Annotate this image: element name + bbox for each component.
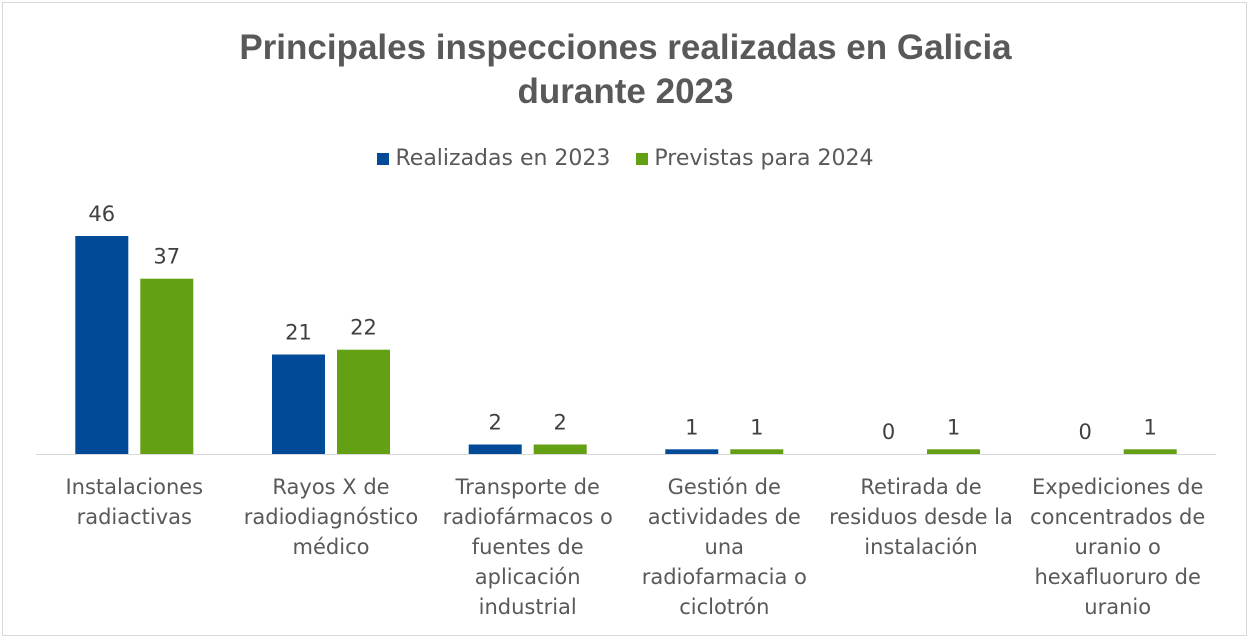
category-label-4-line-1: residuos desde la	[829, 505, 1013, 529]
bar-previstas-4	[927, 449, 980, 454]
category-label-3: Gestión de actividades de una radiofarmacia…	[626, 472, 822, 622]
category-label-3-line-0: Gestión de	[667, 475, 781, 499]
data-label-previstas-2: 2	[554, 411, 567, 435]
legend-swatch-realizadas	[377, 152, 390, 165]
data-label-realizadas-4: 0	[882, 420, 895, 444]
data-label-previstas-1: 22	[350, 316, 377, 340]
data-label-previstas-5: 1	[1144, 415, 1157, 439]
bar-realizadas-1	[272, 354, 325, 454]
category-label-3-line-2: una	[704, 535, 745, 559]
data-label-realizadas-2: 2	[489, 411, 502, 435]
category-label-5-line-3: hexafluoruro de	[1034, 565, 1201, 589]
data-label-realizadas-5: 0	[1079, 420, 1092, 444]
category-label-4-line-2: instalación	[864, 535, 978, 559]
legend-item-previstas: Previstas para 2024	[636, 146, 874, 171]
category-label-0: Instalaciones radiactivas	[36, 472, 232, 532]
category-label-5-line-1: concentrados de	[1030, 505, 1206, 529]
category-label-0-line-1: radiactivas	[76, 505, 192, 529]
chart-title: Principales inspecciones realizadas en G…	[0, 26, 1251, 114]
bar-previstas-2	[533, 444, 587, 454]
category-label-1-line-2: médico	[292, 535, 370, 559]
data-label-realizadas-0: 46	[88, 202, 115, 226]
bar-previstas-1	[337, 349, 390, 454]
category-label-5: Expediciones de concentrados de uranio o he…	[1020, 472, 1216, 622]
category-label-3-line-3: radiofarmacia o	[641, 565, 807, 589]
chart-title-line-1: Principales inspecciones realizadas en G…	[239, 28, 1012, 67]
data-label-previstas-4: 1	[947, 415, 960, 439]
chart-title-line-2: durante 2023	[517, 72, 734, 111]
category-label-2-line-4: industrial	[478, 595, 577, 619]
chart-legend: Realizadas en 2023 Previstas para 2024	[0, 146, 1251, 171]
data-label-realizadas-3: 1	[685, 415, 698, 439]
legend-swatch-previstas	[636, 152, 649, 165]
bar-previstas-3	[730, 449, 784, 454]
bar-realizadas-0	[75, 236, 129, 454]
category-label-4-line-0: Retirada de	[860, 475, 982, 499]
category-label-5-line-0: Expediciones de	[1031, 475, 1204, 499]
bar-previstas-5	[1123, 449, 1177, 454]
category-label-1-line-1: radiodiagnóstico	[243, 505, 419, 529]
legend-label-previstas: Previstas para 2024	[654, 146, 874, 171]
category-label-3-line-1: actividades de	[647, 505, 801, 529]
category-label-2-line-2: fuentes de	[471, 535, 584, 559]
category-label-0-line-0: Instalaciones	[65, 475, 204, 499]
bar-realizadas-2	[468, 444, 522, 454]
category-label-2-line-1: radiofármacos o	[442, 505, 613, 529]
data-label-realizadas-1: 21	[285, 321, 312, 345]
category-label-3-line-4: ciclotrón	[679, 595, 770, 619]
category-label-4: Retirada de residuos desde la instalación	[823, 472, 1019, 562]
category-label-2-line-0: Transporte de	[455, 475, 600, 499]
category-label-5-line-4: uranio	[1084, 595, 1152, 619]
legend-label-realizadas: Realizadas en 2023	[395, 146, 611, 171]
category-label-5-line-2: uranio o	[1074, 535, 1161, 559]
bar-previstas-0	[140, 278, 194, 454]
legend-item-realizadas: Realizadas en 2023	[377, 146, 610, 171]
data-label-previstas-3: 1	[750, 415, 763, 439]
data-label-previstas-0: 37	[153, 245, 180, 269]
category-label-2-line-3: aplicación	[474, 565, 581, 589]
category-label-1: Rayos X de radiodiagnóstico médico	[233, 472, 429, 562]
category-label-1-line-0: Rayos X de	[272, 475, 390, 499]
category-label-2: Transporte de radiofármacos o fuentes de ap…	[430, 472, 626, 622]
bar-realizadas-3	[665, 449, 719, 454]
